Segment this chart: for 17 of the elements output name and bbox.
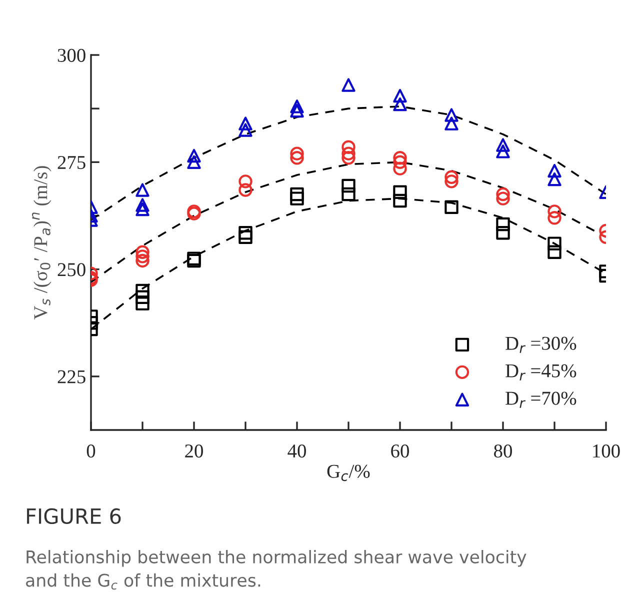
x-tick-label: 0 bbox=[86, 444, 96, 458]
x-tick-label: 40 bbox=[288, 444, 306, 458]
legend-label: D$_{r}$ =70% bbox=[506, 392, 576, 408]
legend-label: D$_{r}$ =30% bbox=[506, 336, 576, 353]
x-tick-label: 60 bbox=[391, 444, 409, 458]
y-tick-label: 300 bbox=[58, 48, 86, 62]
x-axis-title: G$_{c}$/% bbox=[327, 464, 370, 482]
y-tick-label: 225 bbox=[58, 370, 86, 384]
y-tick-label: 250 bbox=[58, 263, 86, 276]
text: Relationship between the normalized shear wave velocity and the G$_{c}$ of the mixtures. bbox=[26, 550, 526, 590]
x-tick-label: 100 bbox=[593, 444, 620, 458]
text: V$_{s}$ /(σ$_{0}$′ /P$_{a}$)$^{n}$ (m/s) bbox=[32, 166, 52, 320]
legend-label: D$_{r}$ =45% bbox=[506, 364, 576, 380]
x-tick-label: 80 bbox=[494, 444, 512, 458]
y-tick-label: 275 bbox=[58, 156, 86, 170]
caption: FIGURE 6 bbox=[27, 508, 121, 524]
x-tick-label: 20 bbox=[185, 444, 203, 458]
